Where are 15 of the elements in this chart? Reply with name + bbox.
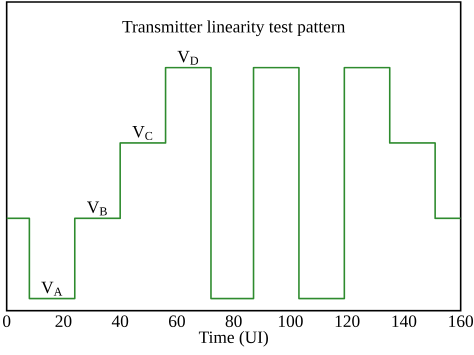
annotation: V$_{D}$ bbox=[177, 51, 198, 65]
x-tick-label: 0 bbox=[3, 316, 10, 328]
x-tick-label: 120 bbox=[336, 316, 360, 328]
x-tick-label: 140 bbox=[392, 316, 416, 328]
x-tick-label: 60 bbox=[169, 316, 185, 328]
x-tick-label: 20 bbox=[56, 316, 72, 328]
x-tick-label: 160 bbox=[449, 316, 474, 328]
x-tick-label: 80 bbox=[226, 316, 242, 328]
x-tick-label: 100 bbox=[278, 316, 303, 328]
x-tick-label: 40 bbox=[112, 316, 128, 328]
annotation: V$_{B}$ bbox=[87, 202, 107, 216]
chart-title: Transmitter linearity test pattern bbox=[122, 20, 346, 36]
annotation: V$_{C}$ bbox=[132, 126, 152, 140]
x-axis-title: Time (UI) bbox=[198, 331, 268, 347]
annotation: V$_{A}$ bbox=[41, 282, 62, 296]
